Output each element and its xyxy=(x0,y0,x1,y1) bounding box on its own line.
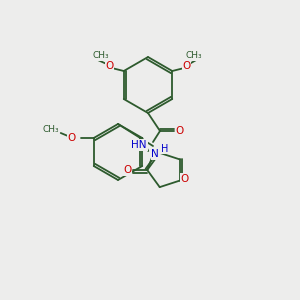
Text: O: O xyxy=(181,174,189,184)
Text: O: O xyxy=(123,165,131,175)
Text: O: O xyxy=(106,61,114,71)
Text: HN: HN xyxy=(131,140,147,150)
Text: O: O xyxy=(182,61,190,71)
Text: CH₃: CH₃ xyxy=(42,124,59,134)
Text: O: O xyxy=(176,126,184,136)
Text: CH₃: CH₃ xyxy=(92,52,109,61)
Text: CH₃: CH₃ xyxy=(186,52,202,61)
Text: N: N xyxy=(152,149,159,159)
Text: H: H xyxy=(160,144,168,154)
Text: O: O xyxy=(68,133,76,143)
